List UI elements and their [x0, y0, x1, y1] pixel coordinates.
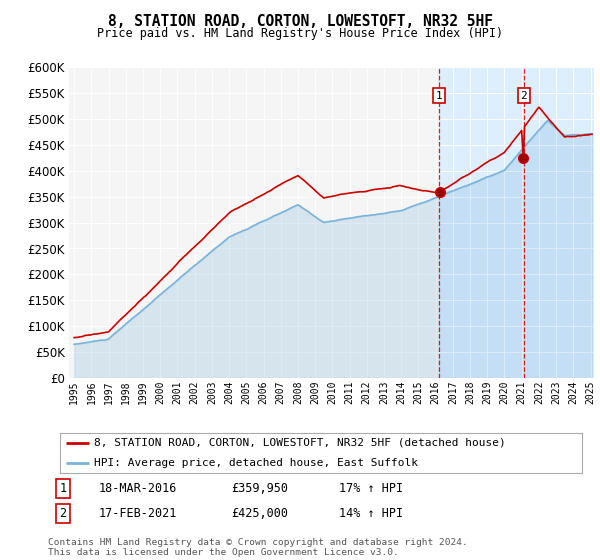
Text: 2024: 2024 — [568, 381, 578, 404]
Text: 2000: 2000 — [155, 381, 165, 404]
Text: 18-MAR-2016: 18-MAR-2016 — [99, 482, 178, 495]
Text: 2: 2 — [520, 91, 527, 101]
Text: 1998: 1998 — [121, 381, 131, 404]
Text: 2001: 2001 — [172, 381, 182, 404]
Text: 17% ↑ HPI: 17% ↑ HPI — [339, 482, 403, 495]
Text: 2005: 2005 — [241, 381, 251, 404]
Text: 2009: 2009 — [310, 381, 320, 404]
Text: 2021: 2021 — [517, 381, 527, 404]
Text: 2015: 2015 — [413, 381, 424, 404]
Text: 1: 1 — [436, 91, 443, 101]
Text: 2020: 2020 — [499, 381, 509, 404]
Text: 2022: 2022 — [534, 381, 544, 404]
Text: 2019: 2019 — [482, 381, 492, 404]
Text: Price paid vs. HM Land Registry's House Price Index (HPI): Price paid vs. HM Land Registry's House … — [97, 27, 503, 40]
Text: 2002: 2002 — [190, 381, 200, 404]
Text: 1997: 1997 — [104, 381, 113, 404]
Text: 8, STATION ROAD, CORTON, LOWESTOFT, NR32 5HF: 8, STATION ROAD, CORTON, LOWESTOFT, NR32… — [107, 14, 493, 29]
Text: £359,950: £359,950 — [231, 482, 288, 495]
Text: 2006: 2006 — [259, 381, 269, 404]
Text: 1999: 1999 — [138, 381, 148, 404]
Text: 1: 1 — [59, 482, 67, 495]
Text: 2004: 2004 — [224, 381, 234, 404]
Text: 2025: 2025 — [586, 381, 596, 404]
Text: 1995: 1995 — [69, 381, 79, 404]
Text: 2010: 2010 — [328, 381, 337, 404]
Text: 2008: 2008 — [293, 381, 303, 404]
Text: 2007: 2007 — [276, 381, 286, 404]
Text: 2013: 2013 — [379, 381, 389, 404]
Text: 1996: 1996 — [86, 381, 97, 404]
Text: 2016: 2016 — [431, 381, 440, 404]
Text: 14% ↑ HPI: 14% ↑ HPI — [339, 507, 403, 520]
Text: 2003: 2003 — [207, 381, 217, 404]
Text: 2017: 2017 — [448, 381, 458, 404]
Text: £425,000: £425,000 — [231, 507, 288, 520]
Text: 17-FEB-2021: 17-FEB-2021 — [99, 507, 178, 520]
Text: 2012: 2012 — [362, 381, 372, 404]
Text: 2: 2 — [59, 507, 67, 520]
Text: 2014: 2014 — [396, 381, 406, 404]
Text: 8, STATION ROAD, CORTON, LOWESTOFT, NR32 5HF (detached house): 8, STATION ROAD, CORTON, LOWESTOFT, NR32… — [94, 438, 506, 448]
Text: 2023: 2023 — [551, 381, 561, 404]
Bar — [439, 67, 594, 378]
Text: HPI: Average price, detached house, East Suffolk: HPI: Average price, detached house, East… — [94, 458, 418, 468]
Text: Contains HM Land Registry data © Crown copyright and database right 2024.
This d: Contains HM Land Registry data © Crown c… — [48, 538, 468, 557]
Text: 2011: 2011 — [344, 381, 355, 404]
Text: 2018: 2018 — [465, 381, 475, 404]
